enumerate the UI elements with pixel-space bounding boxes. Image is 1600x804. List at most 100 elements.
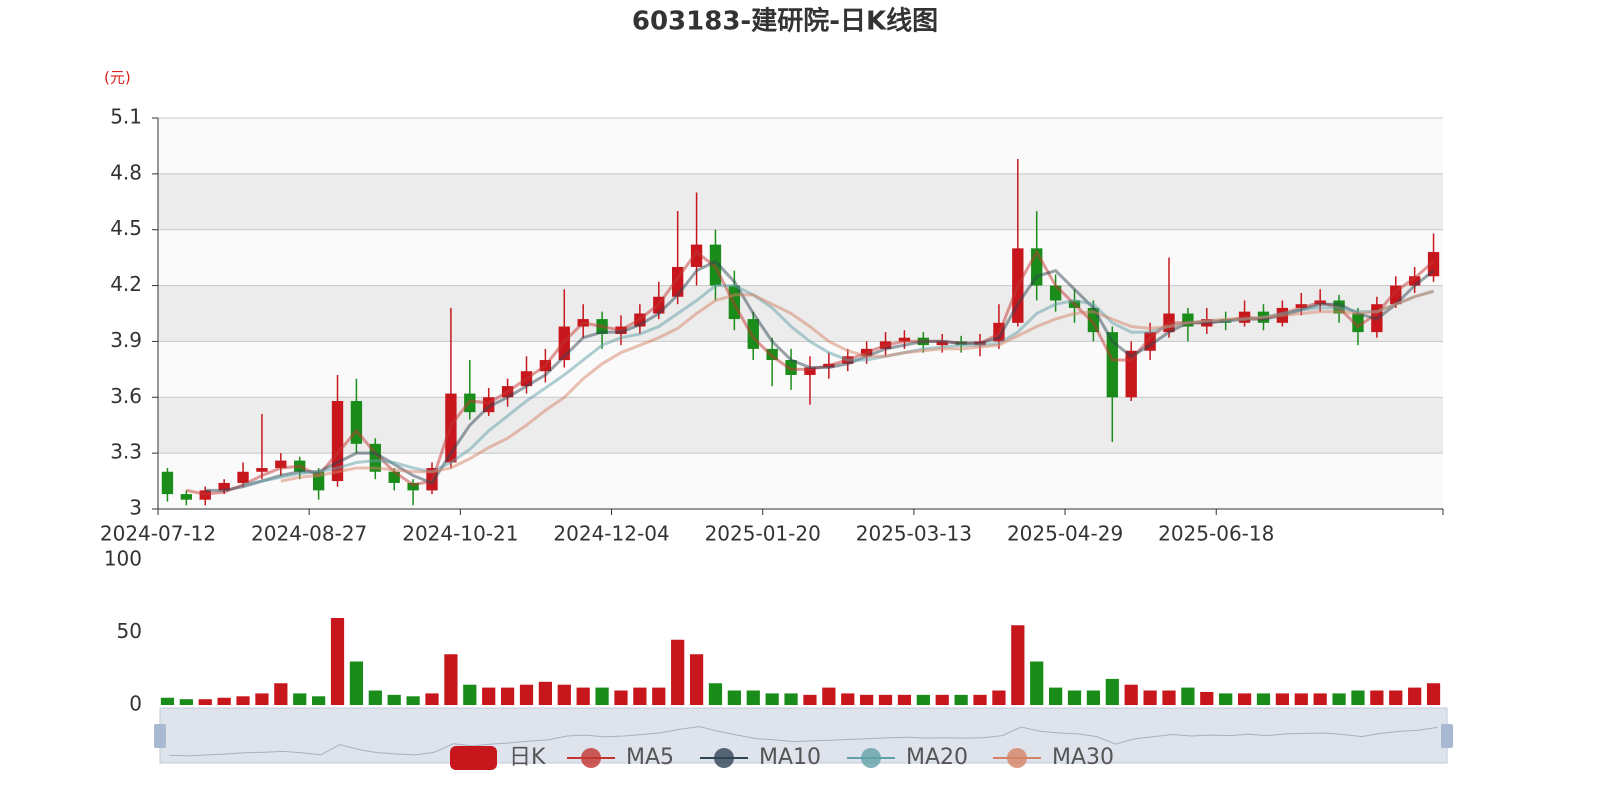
x-tick-label: 2025-01-20 [705, 522, 821, 546]
y-tick-label: 3.6 [110, 384, 142, 408]
candle-body [388, 471, 400, 483]
volume-bar [293, 693, 307, 705]
volume-tick-label: 0 [129, 692, 142, 716]
volume-bar [1086, 690, 1101, 705]
volume-bar [671, 639, 685, 705]
y-axis-unit: (元) [104, 69, 131, 87]
candle-body [331, 401, 344, 482]
volume-bar [1105, 678, 1119, 705]
volume-bar [689, 654, 704, 705]
legend-icon[interactable] [861, 748, 881, 768]
candle-body [898, 337, 911, 342]
volume-bar [255, 693, 269, 705]
volume-bar [633, 687, 647, 705]
candle-body [1427, 252, 1440, 277]
volume-bar [1313, 693, 1327, 705]
volume-bar [1389, 690, 1403, 705]
volume-bar [1200, 691, 1214, 705]
x-tick-label: 2024-07-12 [100, 522, 216, 546]
volume-bar [576, 687, 590, 705]
candle-body [1352, 313, 1364, 333]
volume-bar [330, 618, 345, 705]
candle-body [407, 482, 419, 491]
candle-body [256, 468, 268, 472]
candle-body [1295, 304, 1307, 308]
x-tick-label: 2025-03-13 [856, 522, 972, 546]
y-tick-label: 5.1 [110, 105, 142, 129]
volume-bar [992, 690, 1006, 705]
x-tick-label: 2024-12-04 [553, 522, 669, 546]
volume-bar [179, 699, 193, 705]
legend-label[interactable]: MA10 [759, 745, 821, 770]
candle-body [936, 341, 948, 346]
candle-body [1125, 350, 1137, 398]
volume-bar [1237, 693, 1252, 705]
legend-label[interactable]: MA30 [1052, 745, 1114, 770]
split-area [158, 453, 1443, 509]
volume-bar [198, 699, 212, 705]
volume-bar [973, 694, 987, 705]
legend-icon[interactable] [450, 746, 497, 770]
y-tick-label: 3.3 [110, 440, 142, 464]
candle-body [237, 471, 249, 483]
candle-body [275, 460, 287, 469]
volume-bar [274, 683, 288, 705]
volume-bar [519, 684, 534, 705]
volume-bar [1332, 693, 1346, 705]
candle-body [161, 471, 174, 495]
candle-body [1408, 276, 1421, 286]
volume-tick-label: 100 [104, 547, 142, 571]
volume-bar [652, 687, 666, 705]
legend-icon[interactable] [1007, 748, 1027, 768]
volume-bar [557, 684, 571, 705]
candle-body [747, 319, 759, 349]
legend-icon[interactable] [581, 748, 601, 768]
candle-body [1106, 332, 1118, 398]
y-tick-label: 4.5 [110, 216, 142, 240]
volume-bar [1048, 687, 1063, 705]
volume-bar [1067, 690, 1082, 705]
legend-label[interactable]: 日K [509, 745, 546, 770]
candle-body [785, 360, 797, 375]
volume-bar [1162, 690, 1176, 705]
legend-icon[interactable] [714, 748, 734, 768]
volume-bar [1011, 625, 1025, 705]
volume-bar [595, 687, 609, 705]
candle-body [369, 443, 381, 472]
volume-bar [368, 690, 382, 705]
volume-bar [897, 694, 912, 705]
candle-body [1087, 307, 1100, 333]
candle-body [1031, 248, 1043, 286]
zoom-handle[interactable] [1441, 724, 1453, 748]
legend-label[interactable]: MA20 [906, 745, 968, 770]
candle-body [218, 482, 230, 491]
split-area [158, 173, 1443, 230]
chart-title: 603183-建研院-日K线图 [632, 6, 938, 37]
split-area [158, 397, 1443, 454]
y-tick-label: 3.9 [110, 328, 142, 352]
volume-bar [387, 694, 401, 705]
y-tick-label: 4.8 [110, 160, 142, 184]
zoom-handle[interactable] [154, 724, 166, 748]
candle-body [1144, 332, 1156, 351]
volume-bar [1219, 693, 1233, 705]
legend-label[interactable]: MA5 [626, 745, 674, 770]
volume-bar [746, 690, 760, 705]
candle-body [1390, 285, 1402, 305]
volume-bar [1426, 683, 1441, 705]
x-tick-label: 2024-10-21 [402, 522, 518, 546]
zoom-preview-line [169, 726, 1438, 757]
volume-bar [1351, 690, 1365, 705]
volume-bar [1294, 693, 1308, 705]
volume-bar [425, 693, 439, 705]
volume-bar [1124, 684, 1138, 705]
split-area [158, 118, 1443, 174]
volume-bar [463, 684, 477, 705]
volume-bar [784, 693, 798, 705]
y-tick-label: 4.2 [110, 272, 142, 296]
candle-body [804, 367, 816, 375]
volume-bar [727, 690, 741, 705]
volume-bar [160, 697, 175, 705]
candle-body [350, 401, 363, 444]
